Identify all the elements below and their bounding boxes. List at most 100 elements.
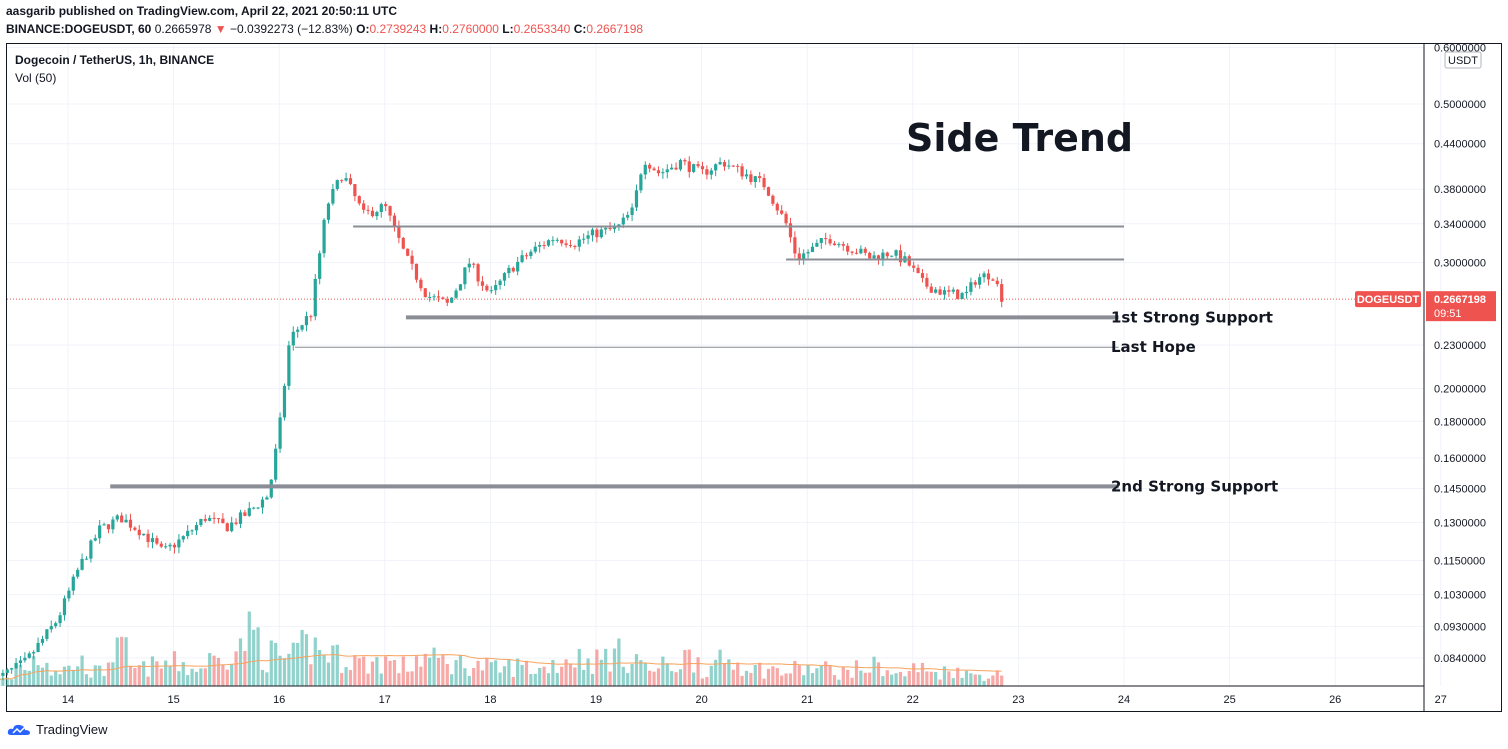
volume-bar [634,654,639,686]
volume-bar [10,679,14,686]
candle-body [348,178,353,185]
candle-body [806,252,810,254]
volume-bar [463,668,467,686]
candle-body [762,177,766,188]
candle-body [168,544,172,547]
candle-body [639,174,643,191]
candle-body [802,253,806,260]
candle-body [630,207,634,215]
volume-bar [934,672,938,686]
candle-body [524,255,529,257]
candle-body [705,169,709,175]
chart-grid [7,44,1442,686]
candle-body [502,273,507,281]
volume-bar [854,660,859,686]
support-level-label: 1st Strong Support [1111,308,1273,326]
candle-body [696,164,700,167]
volume-ma-line [0,654,1002,680]
candle-body [824,238,828,240]
volume-bar [476,660,480,686]
volume-bar [555,673,559,686]
candle-body [520,255,524,262]
volume-bar [898,671,903,686]
volume-bar [533,673,537,686]
candle-body [516,261,520,272]
candle-body [841,244,845,246]
price-tag-box [1426,291,1496,322]
candle-body [652,168,656,171]
candle-body [586,235,590,239]
candle-body [190,530,194,532]
candle-body [634,190,639,208]
candle-body [810,246,815,253]
volume-bar [599,659,603,686]
candle-body [626,214,630,218]
volume-bar [859,670,863,686]
candle-body [225,523,229,532]
candle-body [868,252,872,259]
candle-body [300,325,304,330]
volume-bar [692,672,696,686]
date-tick-label: 14 [62,694,74,706]
candle-body [656,170,661,174]
candle-body [590,229,595,236]
candle-body [247,508,251,516]
volume-bar [925,671,929,686]
volume-bar [784,673,788,686]
volume-bar [837,679,841,686]
candle-body [282,385,287,418]
volume-bar [54,670,58,686]
volume-bar [203,668,207,686]
candle-body [661,172,665,174]
last-price: 0.2665978 [154,22,212,36]
volume-bar [674,672,678,686]
chart-frame[interactable] [6,43,1502,712]
volume-bar [766,668,771,686]
volume-bar [5,677,9,686]
price-tag-value: 0.2667198 [1434,294,1486,306]
candle-body [718,162,722,165]
price-tick-label: 0.1300000 [1434,517,1486,529]
candle-body [199,518,203,526]
volume-bar [23,670,27,686]
candle-body [54,623,58,627]
candle-body [555,239,559,241]
candle-body [428,296,432,298]
date-tick-label: 16 [273,694,285,706]
date-tick-label: 21 [801,694,813,706]
candle-body [568,245,573,247]
date-tick-label: 20 [695,694,707,706]
volume-bar [58,674,62,686]
volume-bar [164,660,168,686]
volume-bar [485,657,489,686]
candle-body [208,517,212,521]
volume-bar [700,678,705,686]
candle-body [934,289,938,293]
volume-bar [436,657,441,686]
candle-body [850,251,854,253]
candle-body [111,519,115,530]
candle-body [846,245,850,252]
candle-body [771,195,775,204]
candle-body [766,187,771,196]
candle-body [621,217,625,225]
candle-body [507,267,511,274]
tradingview-footer[interactable]: TradingView [6,722,108,737]
volume-bar [102,675,106,686]
candle-body [582,238,586,240]
candle-body [736,165,740,167]
candle-body [340,180,344,182]
volume-bar [938,679,942,686]
volume-bar [313,637,317,686]
volume-bar [480,670,485,686]
candle-body [375,212,379,217]
volume-bar [36,665,40,686]
volume-bar [318,650,322,686]
candle-body [93,538,97,541]
candle-body [489,290,493,292]
candle-body [45,629,49,639]
candle-body [714,164,718,171]
candle-body [221,518,225,524]
close-value: 0.2667198 [586,22,644,36]
